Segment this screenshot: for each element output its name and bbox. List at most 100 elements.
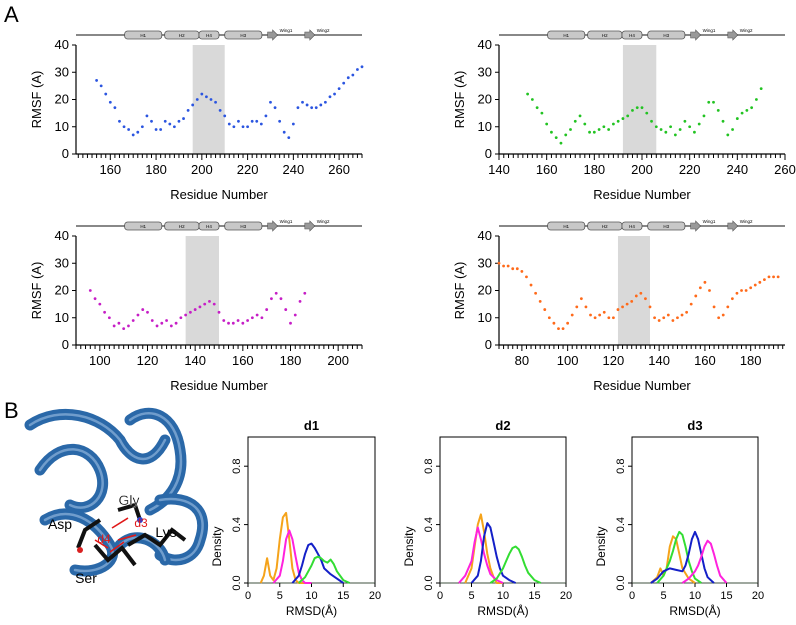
y-axis-label: Density	[594, 526, 608, 566]
x-axis-label: RMSD(Å)	[477, 603, 528, 618]
data-point	[99, 84, 103, 88]
data-point	[630, 300, 634, 303]
x-tick-label: 160	[536, 162, 558, 177]
density-curve	[291, 542, 344, 584]
rmsf-chart-4: H1 H2 H4 H3 Wing1 Wing2 0 10 20 30 40 80 100 120 140 16…	[452, 219, 785, 393]
data-point	[260, 316, 264, 320]
data-point	[278, 119, 282, 123]
data-point	[525, 275, 528, 279]
data-point	[117, 321, 121, 325]
residue-label-ser: Ser	[75, 570, 97, 586]
data-point	[616, 308, 620, 311]
data-point	[669, 125, 672, 129]
data-point	[223, 114, 227, 118]
plot-frame	[631, 436, 759, 584]
data-point	[209, 98, 213, 101]
data-point	[662, 316, 666, 320]
data-point	[346, 76, 350, 80]
data-point	[231, 321, 235, 325]
data-point	[136, 130, 140, 134]
y-tick-label: 10	[478, 310, 492, 325]
rmsf-chart-2: H1 H2 H4 H3 Wing1 Wing2 0 10 20 30 40 140 160 180 200 2…	[452, 28, 796, 202]
data-point	[289, 321, 292, 325]
data-point	[645, 111, 649, 115]
data-point	[697, 122, 701, 126]
density-curve	[650, 530, 715, 584]
data-point	[217, 310, 221, 314]
data-point	[255, 119, 259, 123]
data-point	[526, 92, 529, 96]
data-point	[360, 65, 364, 69]
data-point	[534, 291, 538, 295]
data-point	[511, 267, 515, 271]
x-tick-label: 140	[648, 353, 670, 368]
y-axis-label: RMSF (A)	[29, 262, 44, 320]
x-tick-label: 240	[283, 162, 305, 177]
helix-label: H2	[179, 33, 185, 38]
data-point	[671, 319, 675, 322]
helix-cylinder	[124, 221, 163, 231]
rmsf-chart-3: H1 H2 H4 H3 Wing1 Wing2 0 10 20 30 40 100 120 140 160 1…	[29, 219, 363, 393]
data-point	[310, 106, 314, 110]
data-point	[122, 125, 126, 129]
data-point	[227, 122, 231, 126]
wing-arrow	[267, 29, 279, 41]
data-point	[291, 122, 295, 126]
wing-label: Wing2	[317, 28, 330, 33]
x-tick-label: 15	[720, 590, 732, 602]
data-point	[575, 305, 579, 309]
data-point	[287, 136, 291, 140]
data-point	[159, 128, 163, 131]
data-point	[273, 106, 277, 110]
y-tick-label: 20	[55, 92, 69, 107]
data-point	[122, 327, 126, 331]
data-point	[205, 95, 208, 99]
data-point	[184, 313, 188, 317]
data-point	[557, 327, 560, 331]
x-tick-label: 10	[497, 590, 509, 602]
wing-arrow	[690, 29, 702, 41]
plot-frame	[247, 436, 376, 584]
y-tick-label: 0.0	[615, 575, 627, 590]
x-tick-label: 5	[277, 590, 283, 602]
data-point	[583, 122, 587, 126]
data-point	[208, 300, 211, 303]
data-point	[612, 316, 615, 320]
plot-frame	[439, 436, 567, 584]
data-point	[131, 319, 135, 322]
y-tick-label: 10	[478, 119, 492, 134]
data-point	[282, 130, 286, 134]
density-chart-d3: d3 0.0 0.4 0.8 Density 0 5 10 15 20 RMSD(Å)	[594, 418, 764, 618]
data-point	[744, 289, 748, 292]
data-point	[169, 324, 173, 328]
data-point	[750, 106, 754, 110]
density-curve	[272, 529, 312, 584]
data-point	[502, 264, 505, 268]
data-point	[740, 111, 744, 115]
data-point	[182, 117, 185, 120]
data-point	[678, 128, 682, 131]
data-point	[547, 316, 551, 320]
data-point	[735, 291, 739, 295]
oxygen-atom	[77, 547, 83, 553]
y-tick-label: 10	[55, 310, 69, 325]
data-point	[693, 130, 696, 134]
data-point	[639, 291, 643, 295]
data-point	[342, 81, 346, 85]
x-tick-label: 180	[740, 353, 762, 368]
y-tick-label: 20	[55, 283, 69, 298]
data-point	[264, 114, 268, 118]
x-tick-label: 200	[191, 162, 213, 177]
x-tick-label: 10	[689, 590, 701, 602]
data-point	[168, 122, 172, 126]
data-point	[535, 106, 539, 110]
data-point	[140, 125, 144, 129]
protein-structure-illustration	[24, 407, 209, 577]
wing-label: Wing1	[280, 219, 293, 224]
rmsf-chart-1: H1 H2 H4 H3 Wing1 Wing2 0 10 20 30 40 160 180 200 220 2…	[29, 28, 364, 202]
data-point	[301, 100, 304, 104]
y-tick-label: 0.4	[423, 517, 435, 532]
x-tick-label: 200	[631, 162, 653, 177]
y-tick-label: 0.4	[231, 517, 243, 532]
data-point	[653, 316, 656, 320]
